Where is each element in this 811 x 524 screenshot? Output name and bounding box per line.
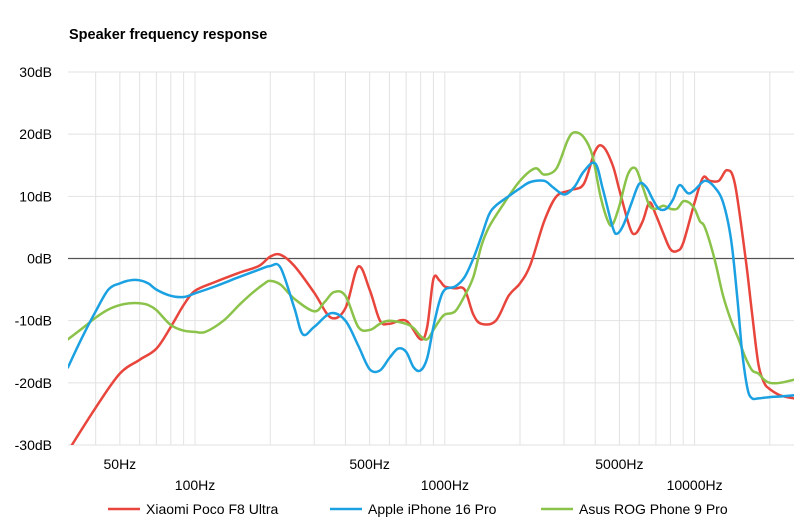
- legend-label-xiaomi-poco-f8-ultra: Xiaomi Poco F8 Ultra: [146, 501, 278, 517]
- series-line-asus-rog-phone-9-pro: [68, 130, 794, 385]
- x-tick-label: 500Hz: [349, 456, 389, 472]
- legend-label-apple-iphone-16-pro: Apple iPhone 16 Pro: [368, 501, 497, 517]
- x-tick-label: 1000Hz: [421, 477, 469, 493]
- legend-label-asus-rog-phone-9-pro: Asus ROG Phone 9 Pro: [579, 501, 728, 517]
- x-axis-tick-labels: 50Hz 100Hz 500Hz 1000Hz 5000Hz 10000Hz: [104, 456, 723, 493]
- y-axis-tick-labels: 30dB 20dB 10dB 0dB -10dB -20dB -30dB: [15, 64, 52, 453]
- y-tick-label: 10dB: [19, 188, 52, 204]
- x-tick-label: 100Hz: [175, 477, 215, 493]
- y-tick-label: -30dB: [15, 437, 52, 453]
- chart-title: Speaker frequency response: [69, 27, 268, 43]
- series-line-xiaomi-poco-f8-ultra: [70, 144, 794, 445]
- series-line-apple-iphone-16-pro: [68, 161, 794, 401]
- y-tick-label: 30dB: [19, 64, 52, 80]
- y-tick-label: 20dB: [19, 126, 52, 142]
- y-tick-label: -10dB: [15, 313, 52, 329]
- legend: Xiaomi Poco F8 Ultra Apple iPhone 16 Pro A…: [108, 501, 728, 517]
- x-tick-label: 5000Hz: [595, 456, 643, 472]
- x-tick-label: 10000Hz: [667, 477, 723, 493]
- series-lines: [68, 130, 794, 445]
- y-tick-label: -20dB: [15, 375, 52, 391]
- y-tick-label: 0dB: [27, 251, 52, 267]
- x-tick-label: 50Hz: [104, 456, 137, 472]
